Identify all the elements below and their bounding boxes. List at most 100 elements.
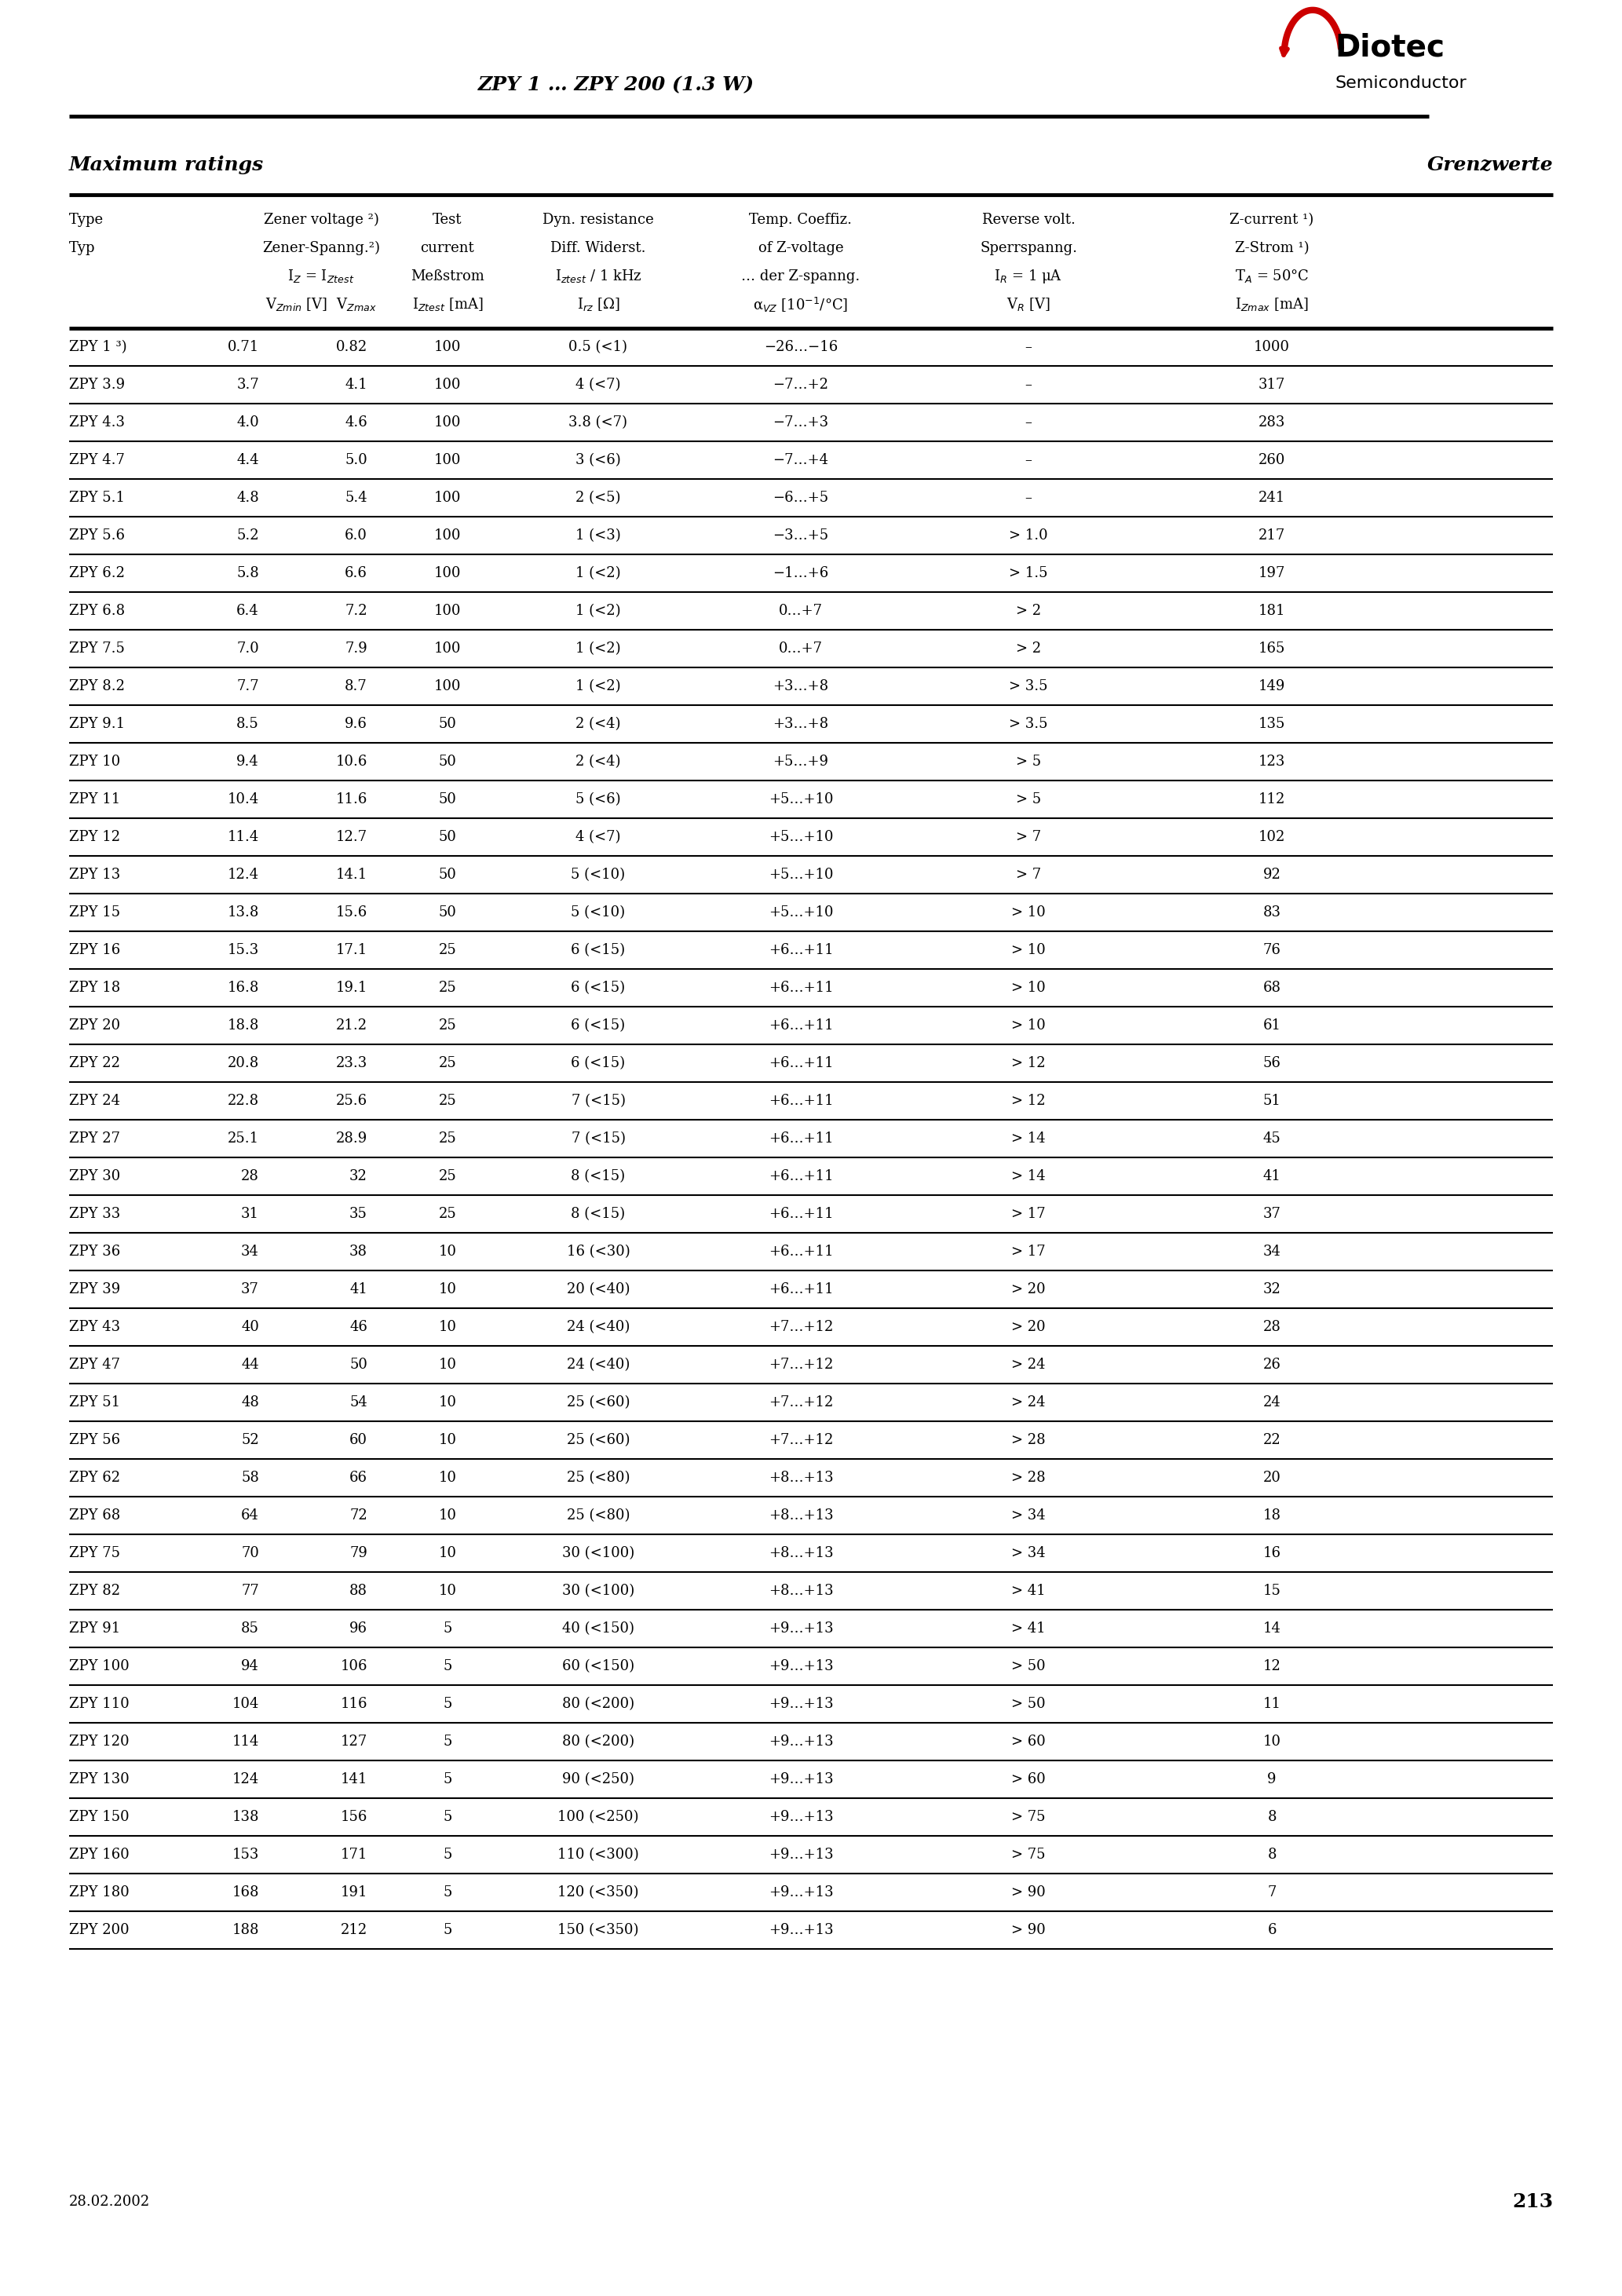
- Text: 10: 10: [438, 1244, 456, 1258]
- Text: 6 (<15): 6 (<15): [571, 1019, 626, 1033]
- Text: Z-current ¹): Z-current ¹): [1229, 214, 1314, 227]
- Text: > 50: > 50: [1012, 1660, 1046, 1674]
- Text: ZPY 12: ZPY 12: [70, 829, 120, 845]
- Text: 31: 31: [242, 1208, 260, 1221]
- Text: 212: 212: [341, 1924, 368, 1938]
- Text: 25: 25: [438, 1208, 456, 1221]
- Text: 100: 100: [435, 528, 461, 542]
- Text: 5.8: 5.8: [237, 567, 260, 581]
- Text: α$_{VZ}$ [10$^{-1}$/°C]: α$_{VZ}$ [10$^{-1}$/°C]: [753, 296, 848, 315]
- Text: 3.7: 3.7: [237, 379, 260, 393]
- Text: 10: 10: [438, 1281, 456, 1297]
- Text: 213: 213: [1512, 2193, 1552, 2211]
- Text: 100: 100: [435, 416, 461, 429]
- Text: 10: 10: [1264, 1733, 1281, 1750]
- Text: ZPY 91: ZPY 91: [70, 1621, 120, 1635]
- Text: 16.8: 16.8: [227, 980, 260, 994]
- Text: −6…+5: −6…+5: [772, 491, 829, 505]
- Text: I$_{Zmax}$ [mA]: I$_{Zmax}$ [mA]: [1234, 296, 1309, 312]
- Text: +5…+10: +5…+10: [769, 868, 834, 882]
- Text: 141: 141: [341, 1773, 368, 1786]
- Text: 7 (<15): 7 (<15): [571, 1132, 626, 1146]
- Text: ZPY 27: ZPY 27: [70, 1132, 120, 1146]
- Text: > 28: > 28: [1012, 1433, 1046, 1446]
- Text: ZPY 200: ZPY 200: [70, 1924, 130, 1938]
- Text: 52: 52: [242, 1433, 260, 1446]
- Text: 66: 66: [349, 1472, 368, 1486]
- Text: 70: 70: [242, 1545, 260, 1561]
- Text: 25 (<60): 25 (<60): [566, 1433, 629, 1446]
- Text: ZPY 36: ZPY 36: [70, 1244, 120, 1258]
- Text: 80 (<200): 80 (<200): [563, 1697, 634, 1711]
- Text: 156: 156: [341, 1809, 368, 1823]
- Text: 116: 116: [341, 1697, 368, 1711]
- Text: 25 (<80): 25 (<80): [566, 1472, 629, 1486]
- Text: 123: 123: [1259, 755, 1285, 769]
- Text: 197: 197: [1259, 567, 1285, 581]
- Text: ZPY 120: ZPY 120: [70, 1733, 130, 1750]
- Text: 58: 58: [242, 1472, 260, 1486]
- Text: ZPY 11: ZPY 11: [70, 792, 120, 806]
- Text: 8.7: 8.7: [345, 680, 368, 693]
- Text: 10.6: 10.6: [336, 755, 368, 769]
- Text: +9…+13: +9…+13: [769, 1809, 834, 1823]
- Text: +9…+13: +9…+13: [769, 1697, 834, 1711]
- Text: ZPY 6.8: ZPY 6.8: [70, 604, 125, 618]
- Text: 11: 11: [1264, 1697, 1281, 1711]
- Text: 77: 77: [242, 1584, 260, 1598]
- Text: 28: 28: [242, 1169, 260, 1182]
- Text: 4.1: 4.1: [345, 379, 368, 393]
- Text: 8: 8: [1267, 1848, 1277, 1862]
- Text: > 17: > 17: [1012, 1208, 1046, 1221]
- Text: 61: 61: [1264, 1019, 1281, 1033]
- Text: > 90: > 90: [1011, 1924, 1046, 1938]
- Text: 102: 102: [1259, 829, 1285, 845]
- Text: 41: 41: [349, 1281, 368, 1297]
- Text: 45: 45: [1264, 1132, 1281, 1146]
- Text: 8: 8: [1267, 1809, 1277, 1823]
- Text: 30 (<100): 30 (<100): [563, 1584, 634, 1598]
- Text: 35: 35: [349, 1208, 368, 1221]
- Text: +5…+10: +5…+10: [769, 792, 834, 806]
- Text: 10: 10: [438, 1472, 456, 1486]
- Text: 50: 50: [438, 868, 456, 882]
- Text: 20 (<40): 20 (<40): [566, 1281, 629, 1297]
- Text: +6…+11: +6…+11: [769, 1208, 834, 1221]
- Text: Test: Test: [433, 214, 462, 227]
- Text: 188: 188: [232, 1924, 260, 1938]
- Text: > 10: > 10: [1011, 944, 1046, 957]
- Text: +6…+11: +6…+11: [769, 1169, 834, 1182]
- Text: 19.1: 19.1: [336, 980, 368, 994]
- Text: ZPY 13: ZPY 13: [70, 868, 120, 882]
- Text: 100: 100: [435, 452, 461, 466]
- Text: 5: 5: [443, 1809, 453, 1823]
- Text: > 1.0: > 1.0: [1009, 528, 1048, 542]
- Text: +9…+13: +9…+13: [769, 1848, 834, 1862]
- Text: ZPY 75: ZPY 75: [70, 1545, 120, 1561]
- Text: 5: 5: [443, 1660, 453, 1674]
- Text: ZPY 5.6: ZPY 5.6: [70, 528, 125, 542]
- Text: 4.8: 4.8: [237, 491, 260, 505]
- Text: ZPY 1 … ZPY 200 (1.3 W): ZPY 1 … ZPY 200 (1.3 W): [478, 76, 754, 94]
- Text: 6 (<15): 6 (<15): [571, 980, 626, 994]
- Text: 25: 25: [438, 1169, 456, 1182]
- Text: 8 (<15): 8 (<15): [571, 1169, 626, 1182]
- Text: 14.1: 14.1: [336, 868, 368, 882]
- Text: 38: 38: [349, 1244, 368, 1258]
- Text: 7 (<15): 7 (<15): [571, 1093, 626, 1109]
- Text: ZPY 82: ZPY 82: [70, 1584, 120, 1598]
- Text: 10: 10: [438, 1584, 456, 1598]
- Text: ZPY 7.5: ZPY 7.5: [70, 641, 125, 657]
- Text: Type: Type: [70, 214, 104, 227]
- Text: 5.0: 5.0: [345, 452, 368, 466]
- Text: > 28: > 28: [1012, 1472, 1046, 1486]
- Text: +9…+13: +9…+13: [769, 1621, 834, 1635]
- Text: 171: 171: [341, 1848, 368, 1862]
- Text: 124: 124: [232, 1773, 260, 1786]
- Text: 4.6: 4.6: [345, 416, 368, 429]
- Text: > 5: > 5: [1015, 792, 1041, 806]
- Text: 10: 10: [438, 1433, 456, 1446]
- Text: ZPY 18: ZPY 18: [70, 980, 120, 994]
- Text: 40: 40: [242, 1320, 260, 1334]
- Text: Typ: Typ: [70, 241, 96, 255]
